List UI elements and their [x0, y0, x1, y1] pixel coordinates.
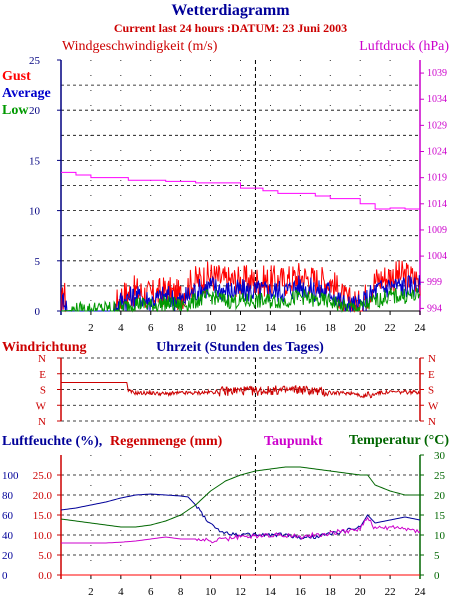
- right-axis-label: Luftdruck (hPa): [359, 39, 449, 54]
- temp-tick-label: 5: [434, 550, 440, 562]
- x-axis-label: Uhrzeit (Stunden des Tages): [156, 340, 324, 355]
- chart-title: Wetterdiagramm: [171, 2, 290, 19]
- y2-tick-label: 999: [427, 277, 442, 288]
- dir-tick-right: W: [428, 400, 439, 412]
- humidity-tick-label: 0: [2, 570, 8, 582]
- x-tick-label: 12: [235, 322, 246, 334]
- x-tick-label: 16: [295, 322, 307, 334]
- x-tick-label: 20: [355, 586, 367, 598]
- series-line-taupunkt: [61, 516, 421, 544]
- series-line-average: [61, 274, 421, 313]
- x-tick-label: 10: [205, 322, 217, 334]
- dir-tick-right: S: [428, 385, 434, 397]
- x-tick-label: 2: [88, 322, 94, 334]
- x-tick-label: 6: [148, 322, 154, 334]
- humidity-tick-label: 20: [2, 550, 14, 562]
- legend-entry-average: Average: [2, 86, 51, 101]
- y-tick-label: 25: [29, 55, 41, 67]
- humidity-label: Luftfeuchte (%),: [2, 434, 102, 449]
- temperature-label: Temperatur (°C): [349, 433, 449, 448]
- y2-tick-label: 1029: [427, 120, 447, 131]
- x-tick-label: 2: [88, 586, 94, 598]
- chart-subtitle: Current last 24 hours :DATUM: 23 Juni 20…: [113, 21, 348, 35]
- series-line-luftdruck: [61, 171, 420, 210]
- dewpoint-label: Taupunkt: [264, 434, 323, 449]
- rain-tick-label: 15.0: [33, 510, 53, 522]
- x-tick-label: 24: [415, 586, 427, 598]
- dir-tick-left: W: [36, 400, 47, 412]
- x-tick-label: 22: [385, 322, 396, 334]
- x-tick-label: 20: [355, 322, 367, 334]
- y-tick-label: 10: [29, 206, 41, 218]
- x-tick-label: 8: [178, 322, 184, 334]
- x-tick-label: 18: [325, 586, 337, 598]
- y2-tick-label: 1009: [427, 225, 447, 236]
- y2-tick-label: 994: [427, 303, 442, 314]
- y-tick-label: 0: [35, 306, 41, 318]
- dir-tick-left: E: [39, 369, 46, 381]
- humidity-tick-label: 60: [2, 510, 14, 522]
- y2-tick-label: 1024: [427, 147, 447, 158]
- temp-tick-label: 10: [434, 530, 446, 542]
- temp-tick-label: 30: [434, 450, 446, 462]
- legend-entry-gust: Gust: [2, 69, 31, 84]
- rain-label: Regenmenge (mm): [110, 434, 223, 449]
- rain-tick-label: 20.0: [33, 490, 53, 502]
- series-line-windrichtung: [61, 382, 421, 399]
- dir-tick-left: S: [40, 385, 46, 397]
- y2-tick-label: 1019: [427, 173, 447, 184]
- dir-tick-left: N: [38, 416, 46, 428]
- dir-tick-left: N: [38, 353, 46, 365]
- y-tick-label: 5: [35, 256, 41, 268]
- rain-tick-label: 0.0: [38, 570, 52, 582]
- temp-tick-label: 15: [434, 510, 446, 522]
- temp-tick-label: 20: [434, 490, 446, 502]
- x-tick-label: 16: [295, 586, 307, 598]
- dir-tick-right: N: [428, 416, 436, 428]
- wind-direction-title: Windrichtung: [2, 340, 87, 355]
- temp-tick-label: 0: [434, 570, 440, 582]
- y2-tick-label: 1034: [427, 94, 447, 105]
- x-tick-label: 14: [265, 322, 277, 334]
- x-tick-label: 4: [118, 586, 124, 598]
- series-line-low: [61, 287, 420, 313]
- humidity-tick-label: 80: [2, 490, 14, 502]
- left-axis-label: Windgeschwindigkeit (m/s): [62, 39, 218, 54]
- y2-tick-label: 1004: [427, 251, 447, 262]
- x-tick-label: 10: [205, 586, 217, 598]
- x-tick-label: 22: [385, 586, 396, 598]
- rain-tick-label: 5.0: [38, 550, 52, 562]
- temp-tick-label: 25: [434, 470, 446, 482]
- x-tick-label: 6: [148, 586, 154, 598]
- x-tick-label: 8: [178, 586, 184, 598]
- x-tick-label: 12: [235, 586, 246, 598]
- dir-tick-right: N: [428, 353, 436, 365]
- humidity-tick-label: 100: [2, 470, 19, 482]
- legend-entry-low: Low: [2, 103, 29, 118]
- x-tick-label: 18: [325, 322, 337, 334]
- x-tick-label: 4: [118, 322, 124, 334]
- series-line-temperatur: [60, 466, 420, 528]
- x-tick-label: 14: [265, 586, 277, 598]
- y2-tick-label: 1014: [427, 199, 447, 210]
- dir-tick-right: E: [428, 369, 435, 381]
- x-tick-label: 24: [415, 322, 427, 334]
- series-line-gust: [60, 260, 421, 313]
- y2-tick-label: 1039: [427, 68, 447, 79]
- humidity-tick-label: 40: [2, 530, 14, 542]
- rain-tick-label: 10.0: [33, 530, 53, 542]
- y-tick-label: 15: [29, 155, 41, 167]
- y-tick-label: 20: [29, 105, 41, 117]
- rain-tick-label: 25.0: [33, 470, 53, 482]
